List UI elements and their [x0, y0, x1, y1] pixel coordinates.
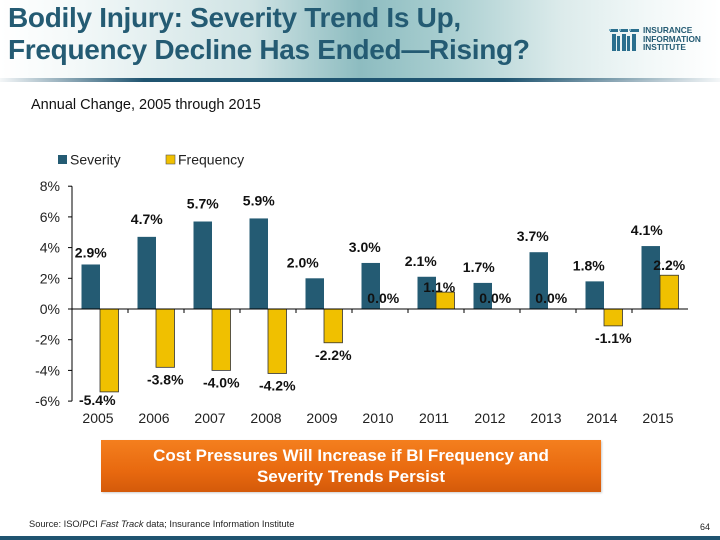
- severity-data-label: 4.1%: [631, 222, 663, 238]
- frequency-data-label: 1.1%: [423, 279, 455, 295]
- frequency-data-label: 2.2%: [653, 257, 685, 273]
- footer-bar: [0, 536, 720, 540]
- severity-data-label: 2.0%: [287, 254, 319, 270]
- y-tick-label: 0%: [40, 301, 60, 317]
- severity-bar-2014: [585, 281, 604, 309]
- logo-line-2: INFORMATION: [643, 33, 701, 44]
- severity-bar-2008: [249, 218, 268, 309]
- frequency-bar-2007: [211, 308, 231, 371]
- severity-bar-2006: [137, 236, 156, 309]
- slide-title: Bodily Injury: Severity Trend Is Up, Fre…: [8, 2, 530, 66]
- severity-data-label: 2.9%: [75, 244, 107, 260]
- severity-data-label: 4.7%: [131, 211, 163, 227]
- logo-line-3: INSTITUTE: [643, 42, 686, 52]
- y-tick-label: -4%: [35, 362, 60, 378]
- frequency-data-label: -2.2%: [315, 347, 352, 363]
- severity-data-label: 5.9%: [243, 192, 275, 208]
- callout-box: Cost Pressures Will Increase if BI Frequ…: [101, 440, 601, 492]
- x-tick-label: 2005: [82, 410, 113, 426]
- y-tick-label: 6%: [40, 209, 60, 225]
- severity-data-label: 2.1%: [405, 253, 437, 269]
- x-tick-label: 2014: [586, 410, 617, 426]
- severity-bar-2009: [305, 278, 324, 309]
- y-tick-label: 2%: [40, 270, 60, 286]
- legend-label-severity: Severity: [70, 152, 121, 168]
- source-note: Source: ISO/PCI Fast Track data; Insuran…: [29, 519, 294, 529]
- chart-subtitle: Annual Change, 2005 through 2015: [31, 97, 261, 113]
- source-suffix: data; Insurance Information Institute: [143, 519, 295, 529]
- frequency-data-label: 0.0%: [367, 290, 399, 306]
- severity-data-label: 3.0%: [349, 239, 381, 255]
- severity-bar-2007: [193, 221, 212, 309]
- iii-logo: INSURANCE INFORMATION INSTITUTE: [609, 26, 719, 56]
- frequency-data-label: -4.2%: [259, 377, 296, 393]
- y-tick-label: 8%: [40, 178, 60, 194]
- callout-line-2: Severity Trends Persist: [256, 467, 446, 486]
- frequency-bar-2005: [99, 308, 119, 393]
- legend-swatch-frequency: [165, 154, 176, 165]
- severity-data-label: 1.7%: [463, 259, 495, 275]
- frequency-bar-2006: [155, 308, 175, 368]
- severity-data-label: 1.8%: [573, 257, 605, 273]
- callout-line-1: Cost Pressures Will Increase if BI Frequ…: [153, 446, 549, 465]
- y-tick-label: 4%: [40, 240, 60, 256]
- frequency-data-label: -1.1%: [595, 330, 632, 346]
- header-divider: [0, 78, 720, 82]
- bar-chart: Severity Frequency 8% 6% 4% 2% 0% -2% -4% -6% 2005…: [35, 152, 688, 426]
- slide-header: [0, 0, 720, 80]
- legend-swatch-severity: [58, 155, 67, 164]
- frequency-data-label: -5.4%: [79, 392, 116, 408]
- page-number: 64: [700, 522, 711, 532]
- y-tick-label: -6%: [35, 393, 60, 409]
- title-line-2: Frequency Decline Has Ended—Rising?: [8, 34, 530, 65]
- frequency-bar-2014: [603, 308, 623, 327]
- iii-logo-icon: [609, 29, 639, 51]
- iii-logo-text: INSURANCE INFORMATION INSTITUTE: [643, 26, 701, 52]
- severity-bar-2011: [417, 276, 436, 309]
- title-line-1: Bodily Injury: Severity Trend Is Up,: [8, 2, 461, 33]
- severity-bar-2012: [473, 282, 492, 309]
- frequency-data-label: 0.0%: [479, 290, 511, 306]
- severity-data-label: 3.7%: [517, 228, 549, 244]
- x-tick-label: 2008: [250, 410, 281, 426]
- severity-bar-2010: [361, 262, 380, 309]
- frequency-data-label: -4.0%: [203, 374, 240, 390]
- severity-bar-2013: [529, 252, 548, 309]
- frequency-bar-2009: [323, 308, 343, 344]
- frequency-data-label: -3.8%: [147, 371, 184, 387]
- severity-data-label: 5.7%: [187, 196, 219, 212]
- severity-bar-2005: [81, 264, 100, 309]
- x-tick-label: 2006: [138, 410, 169, 426]
- y-tick-label: -2%: [35, 332, 60, 348]
- legend-label-frequency: Frequency: [178, 152, 244, 168]
- source-italic: Fast Track: [100, 519, 144, 529]
- source-prefix: Source: ISO/PCI: [29, 519, 101, 529]
- x-tick-label: 2015: [642, 410, 673, 426]
- frequency-bar-2008: [267, 308, 287, 374]
- x-tick-label: 2007: [194, 410, 225, 426]
- frequency-data-label: 0.0%: [535, 290, 567, 306]
- x-tick-label: 2009: [306, 410, 337, 426]
- x-tick-label: 2010: [362, 410, 393, 426]
- x-tick-label: 2012: [474, 410, 505, 426]
- severity-bar-2015: [641, 246, 660, 309]
- frequency-bar-2015: [659, 274, 679, 310]
- logo-line-1: INSURANCE: [643, 25, 693, 35]
- x-tick-label: 2011: [419, 410, 449, 426]
- x-tick-label: 2013: [530, 410, 561, 426]
